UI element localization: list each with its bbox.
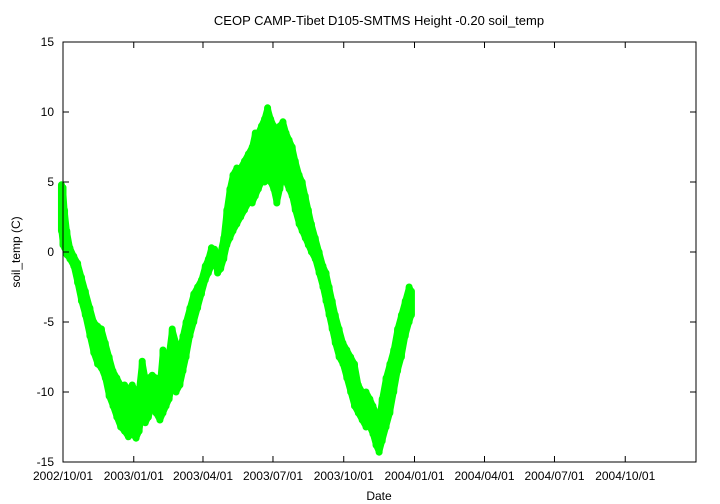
x-tick-label: 2004/04/01 [454, 469, 514, 483]
x-tick-label: 2003/10/01 [314, 469, 374, 483]
x-tick-label: 2004/01/01 [384, 469, 444, 483]
y-axis: 15 10 5 0 -5 -10 -15 [37, 35, 696, 469]
y-axis-label: soil_temp (C) [9, 216, 23, 287]
plot-points [57, 104, 415, 456]
chart-title: CEOP CAMP-Tibet D105-SMTMS Height -0.20 … [214, 13, 544, 28]
y-tick-label: 5 [47, 175, 54, 189]
x-tick-label: 2003/07/01 [243, 469, 303, 483]
y-tick-label: -10 [37, 385, 55, 399]
x-axis-label: Date [366, 489, 392, 503]
x-tick-label: 2004/10/01 [595, 469, 655, 483]
y-tick-label: -5 [43, 315, 54, 329]
y-tick-label: 0 [47, 245, 54, 259]
x-tick-label: 2003/01/01 [104, 469, 164, 483]
x-axis: 2002/10/01 2003/01/01 2003/04/01 2003/07/01… [33, 42, 656, 483]
y-tick-label: 10 [41, 105, 55, 119]
x-tick-label: 2003/04/01 [173, 469, 233, 483]
y-tick-label: 15 [41, 35, 55, 49]
y-tick-label: -15 [37, 455, 55, 469]
x-tick-label: 2002/10/01 [33, 469, 93, 483]
x-tick-label: 2004/07/01 [524, 469, 584, 483]
